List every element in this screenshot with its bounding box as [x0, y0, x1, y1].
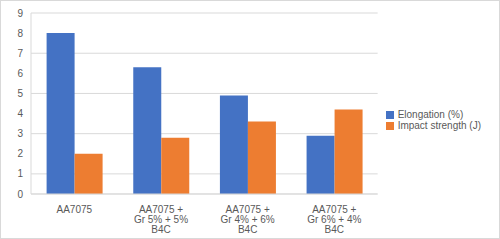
svg-text:5: 5	[17, 88, 23, 99]
svg-text:1: 1	[17, 168, 23, 179]
svg-text:9: 9	[17, 8, 23, 19]
svg-text:AA7075: AA7075	[57, 204, 93, 215]
svg-text:3: 3	[17, 128, 23, 139]
svg-text:AA7075 +Gr 4% + 6%B4C: AA7075 +Gr 4% + 6%B4C	[221, 204, 275, 235]
html-text:Impact strength (J): Impact strength (J)	[397, 119, 481, 131]
html-text:Elongation (%): Elongation (%)	[397, 108, 464, 120]
svg-text:AA7075 +Gr 5% + 5%B4C: AA7075 +Gr 5% + 5%B4C	[134, 204, 188, 235]
svg-text:6: 6	[17, 68, 23, 79]
svg-text:4: 4	[17, 108, 23, 119]
svg-text:AA7075 +Gr 6% + 4%B4C: AA7075 +Gr 6% + 4%B4C	[307, 204, 361, 235]
svg-text:7: 7	[17, 48, 23, 59]
svg-text:0: 0	[17, 189, 23, 200]
svg-text:2: 2	[17, 148, 23, 159]
svg-text:8: 8	[17, 28, 23, 39]
